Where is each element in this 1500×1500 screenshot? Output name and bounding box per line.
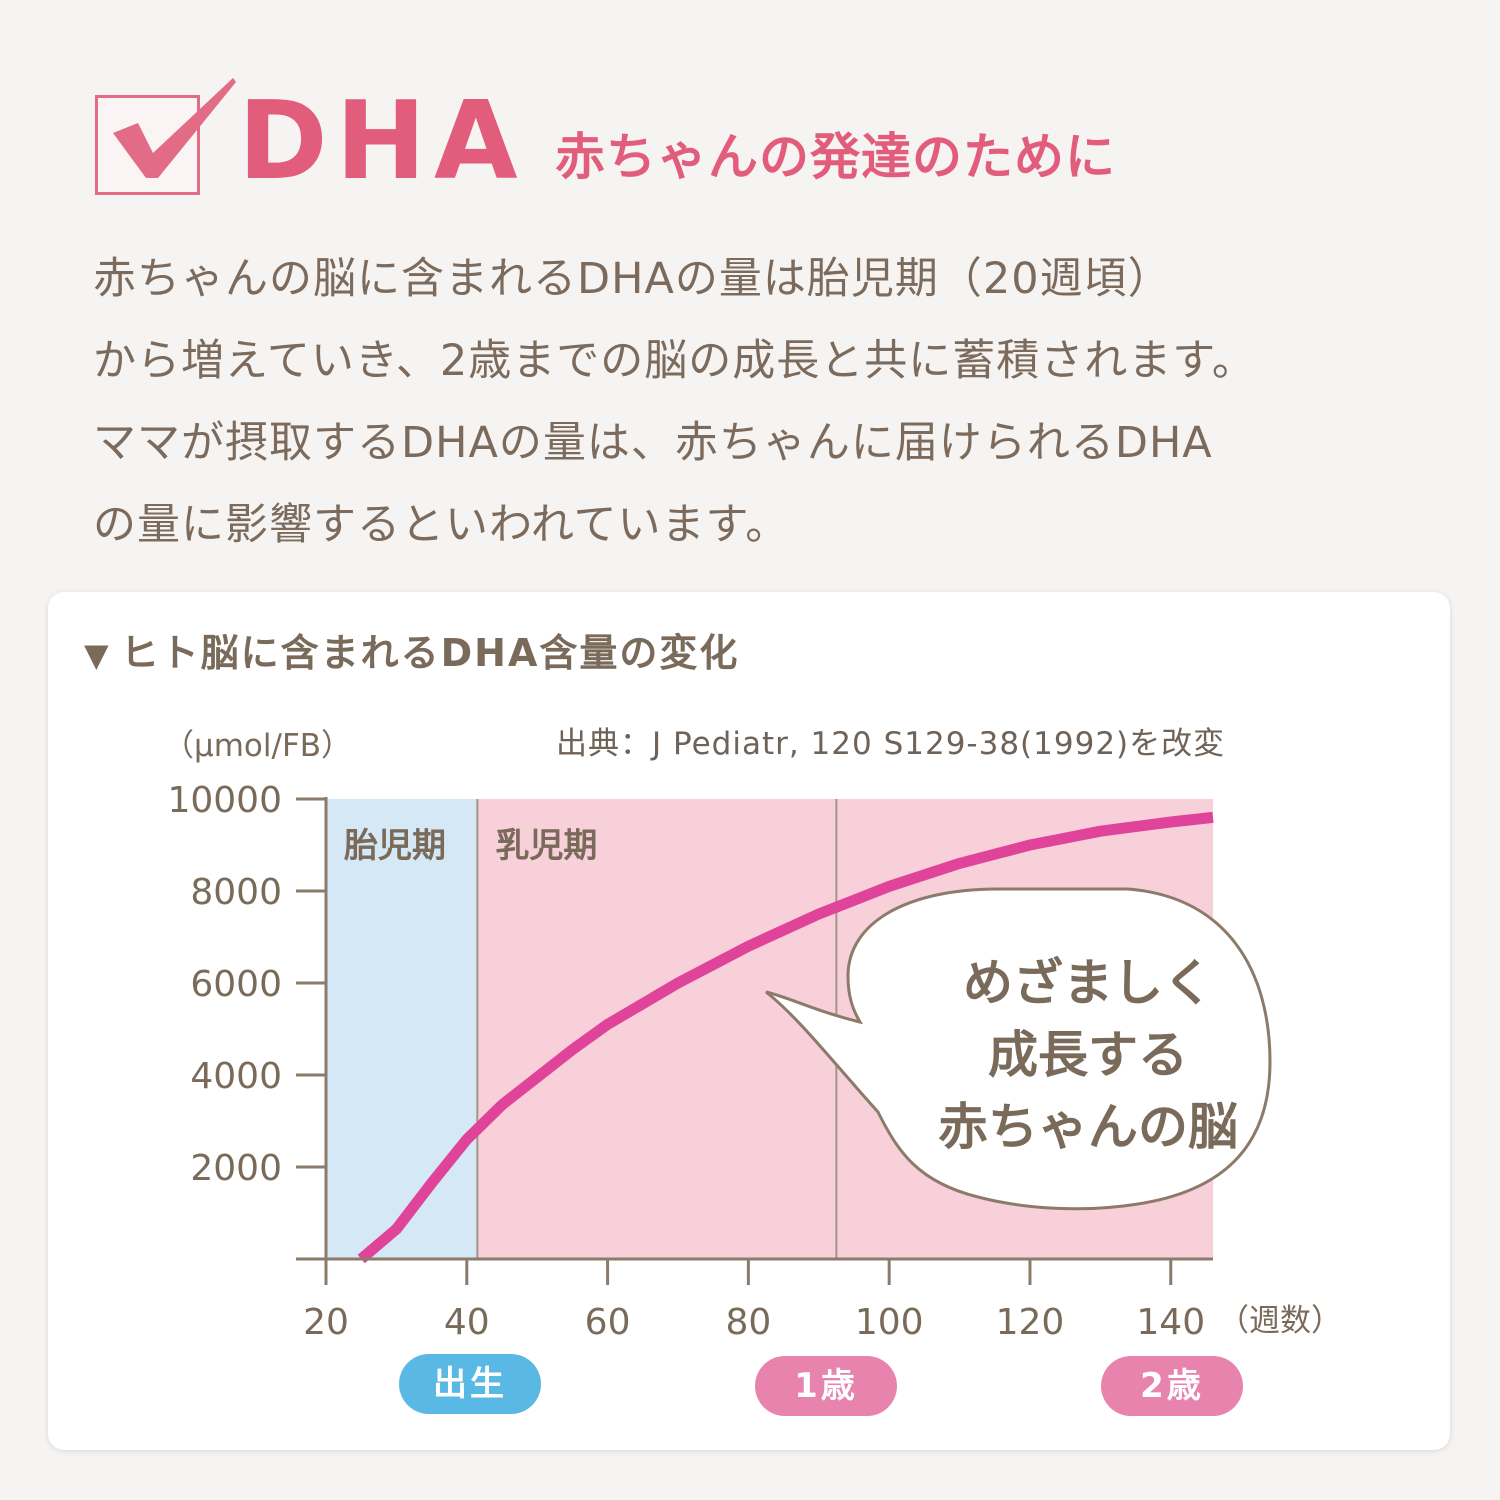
header: DHA 赤ちゃんの発達のために bbox=[95, 78, 1395, 210]
y-tick-label: 4000 bbox=[190, 1056, 282, 1097]
milestone-2-year-badge: 2歳 bbox=[1101, 1356, 1243, 1416]
dha-curve bbox=[357, 811, 1214, 1264]
x-tick-label: 140 bbox=[1136, 1302, 1205, 1343]
speech-bubble bbox=[765, 887, 1272, 1211]
callout-line: めざましく bbox=[963, 954, 1213, 1012]
region-label: 胎児期 bbox=[344, 826, 446, 866]
y-tick-label: 6000 bbox=[190, 964, 282, 1005]
y-axis-unit: （µmol/FB） bbox=[163, 728, 353, 764]
callout-line: 赤ちゃんの脳 bbox=[938, 1098, 1238, 1156]
dha-chart: 胎児期 乳児期 2000 4000 6000 8000 10000 20 40 60 80 100 12… bbox=[167, 780, 1342, 1343]
source-citation: 出典：J Pediatr, 120 S129-38(1992)を改変 bbox=[556, 726, 1226, 762]
intro-line: の量に影響するといわれています。 bbox=[93, 500, 790, 550]
page-subtitle: 赤ちゃんの発達のために bbox=[555, 128, 1116, 186]
check-mark-icon bbox=[113, 78, 236, 178]
x-axis-unit: （週数） bbox=[1218, 1303, 1342, 1339]
milestone-1-year-badge: 1歳 bbox=[755, 1356, 897, 1416]
triangle-down-icon: ▼ bbox=[84, 636, 111, 674]
y-tick-label: 2000 bbox=[190, 1148, 282, 1189]
x-tick-label: 120 bbox=[996, 1302, 1065, 1343]
region-label: 乳児期 bbox=[495, 826, 597, 866]
intro-line: ママが摂取するDHAの量は、赤ちゃんに届けられるDHA bbox=[93, 418, 1213, 468]
region-background bbox=[326, 799, 478, 1259]
callout-line: 成長する bbox=[988, 1026, 1188, 1084]
chart-title-text: ヒト脳に含まれるDHA含量の変化 bbox=[120, 631, 740, 675]
x-tick-label: 100 bbox=[855, 1302, 924, 1343]
x-tick-label: 60 bbox=[585, 1302, 631, 1343]
y-tick-label: 10000 bbox=[167, 780, 282, 821]
x-tick-label: 40 bbox=[444, 1302, 490, 1343]
y-tick-label: 8000 bbox=[190, 872, 282, 913]
chart-card: 胎児期 乳児期 2000 4000 6000 8000 10000 20 40 60 80 100 12… bbox=[48, 592, 1450, 1450]
checkbox-checked-icon bbox=[95, 78, 236, 195]
intro-paragraph: 赤ちゃんの脳に含まれるDHAの量は胎児期（20週頃） から増えていき、2歳までの… bbox=[93, 238, 1433, 566]
chart-title: ▼ ヒト脳に含まれるDHA含量の変化 bbox=[84, 622, 739, 677]
milestone-birth-badge: 出生 bbox=[399, 1354, 541, 1414]
intro-line: 赤ちゃんの脳に含まれるDHAの量は胎児期（20週頃） bbox=[93, 254, 1172, 304]
x-tick-label: 80 bbox=[725, 1302, 771, 1343]
callout-text: めざましく 成長する 赤ちゃんの脳 bbox=[898, 947, 1278, 1163]
page-title: DHA bbox=[238, 79, 526, 204]
x-tick-label: 20 bbox=[303, 1302, 349, 1343]
intro-line: から増えていき、2歳までの脳の成長と共に蓄積されます。 bbox=[93, 336, 1256, 386]
